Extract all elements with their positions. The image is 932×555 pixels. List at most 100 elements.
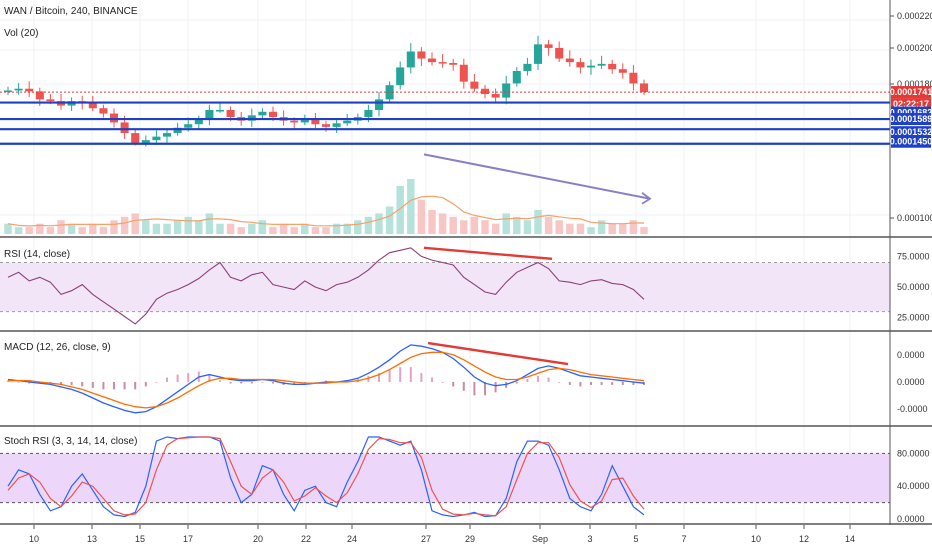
macd-histogram-bar	[600, 381, 603, 385]
rsi-band	[0, 262, 890, 312]
volume-bar	[460, 220, 468, 234]
candle-body	[470, 81, 479, 89]
candle-body	[226, 110, 235, 118]
macd-histogram-bar	[568, 381, 571, 385]
macd-histogram-bar	[579, 381, 582, 387]
candle-body	[46, 99, 55, 102]
x-tick-label: 13	[87, 534, 97, 544]
volume-bar	[502, 213, 510, 234]
volume-bar	[184, 216, 192, 234]
volume-bar	[57, 220, 65, 234]
macd-divergence-line	[427, 341, 569, 366]
stoch-k-line	[7, 436, 645, 518]
x-tick-label: 7	[681, 534, 686, 544]
macd-histogram-bar	[176, 374, 179, 382]
candle-body	[417, 51, 426, 59]
candle-body	[576, 62, 585, 68]
candle-body	[162, 133, 172, 137]
macd-histogram-bar	[91, 381, 94, 388]
volume-bar	[269, 227, 277, 234]
macd-histogram-bar	[558, 381, 561, 383]
macd-histogram-bar	[462, 381, 465, 391]
pane-separators	[0, 0, 932, 525]
price-tag-text: 02:22:17	[893, 99, 929, 109]
volume-ma-line	[7, 195, 644, 227]
volume-bar	[258, 220, 267, 234]
price-tag-text: 0.0001682	[890, 108, 932, 118]
price-tag-bg	[891, 113, 931, 126]
macd-histogram-bar	[123, 381, 126, 390]
volume-bar	[364, 216, 373, 234]
macd-histogram-bar	[420, 373, 423, 382]
volume-bar	[566, 223, 574, 234]
volume-bar	[470, 216, 479, 234]
macd-tick-label: -0.0000	[897, 404, 928, 414]
macd-tick-label: 0.0000	[897, 377, 925, 387]
candle-body	[35, 91, 44, 100]
volume-bar	[142, 220, 150, 234]
x-tick-label: Sep	[532, 534, 548, 544]
macd-histogram-bar	[494, 381, 497, 393]
trend-drawings[interactable]	[423, 153, 652, 366]
volume-bar	[428, 209, 436, 234]
volume-bar	[131, 213, 139, 234]
macd-histogram-bar	[187, 373, 190, 382]
macd-histogram-bar	[240, 381, 243, 384]
candle-body	[194, 118, 203, 125]
macd-histogram-bar	[229, 381, 232, 384]
candle-body	[152, 136, 161, 141]
stoch-band	[0, 453, 890, 503]
macd-histogram-bar	[17, 381, 20, 383]
macd-histogram-bar	[28, 381, 31, 384]
rsi-line	[7, 247, 645, 325]
macd-histogram-bar	[261, 381, 264, 383]
stoch-label: Stoch RSI (3, 3, 14, 14, close)	[4, 436, 137, 447]
x-tick-label: 20	[253, 534, 263, 544]
candle-body	[459, 64, 468, 82]
stoch-tick-label: 80.0000	[897, 448, 930, 458]
volume-bar	[587, 227, 595, 234]
candle-body	[608, 63, 617, 70]
volume-bar	[629, 220, 638, 234]
volume-bar	[248, 223, 256, 234]
horizontal-levels[interactable]	[0, 91, 890, 145]
volume-bar	[619, 223, 627, 234]
candle-body	[311, 119, 320, 125]
candle-body	[597, 63, 606, 66]
macd-histogram-bar	[208, 374, 211, 382]
volume-label: Vol (20)	[4, 28, 38, 39]
macd-histogram-bar	[399, 367, 402, 382]
candle-body	[555, 47, 564, 59]
x-tick-label: 15	[135, 534, 145, 544]
macd-histogram-bar	[484, 381, 486, 396]
macd-histogram-bar	[60, 381, 62, 385]
candle-body	[25, 88, 34, 92]
candle-body	[3, 90, 13, 93]
volume-bar	[640, 227, 648, 234]
stoch-tick-label: 0.0000	[897, 514, 925, 524]
price-tag-text: 0.0001532	[890, 127, 932, 137]
x-tick-label: 27	[421, 534, 431, 544]
volume-bar	[375, 213, 383, 234]
macd-histogram-bar	[219, 380, 221, 382]
stoch-tick-label: 40.0000	[897, 481, 930, 491]
macd-histogram-bar	[113, 381, 115, 390]
volume-bar	[417, 199, 426, 234]
macd-histogram-bar	[70, 381, 73, 385]
volume-bar	[343, 223, 351, 234]
volume-bar	[555, 220, 563, 234]
macd-histogram-bar	[621, 381, 624, 385]
macd-histogram-bar	[293, 381, 296, 385]
volume-bar	[332, 223, 341, 234]
candle-body	[427, 58, 437, 63]
macd-histogram-bar	[431, 377, 433, 382]
x-tick-label: 10	[29, 534, 39, 544]
candle-body	[184, 124, 193, 128]
candle-body	[343, 120, 352, 124]
candle-body	[533, 44, 543, 64]
price-tag-bg	[891, 86, 931, 99]
macd-histogram-bar	[134, 381, 137, 390]
